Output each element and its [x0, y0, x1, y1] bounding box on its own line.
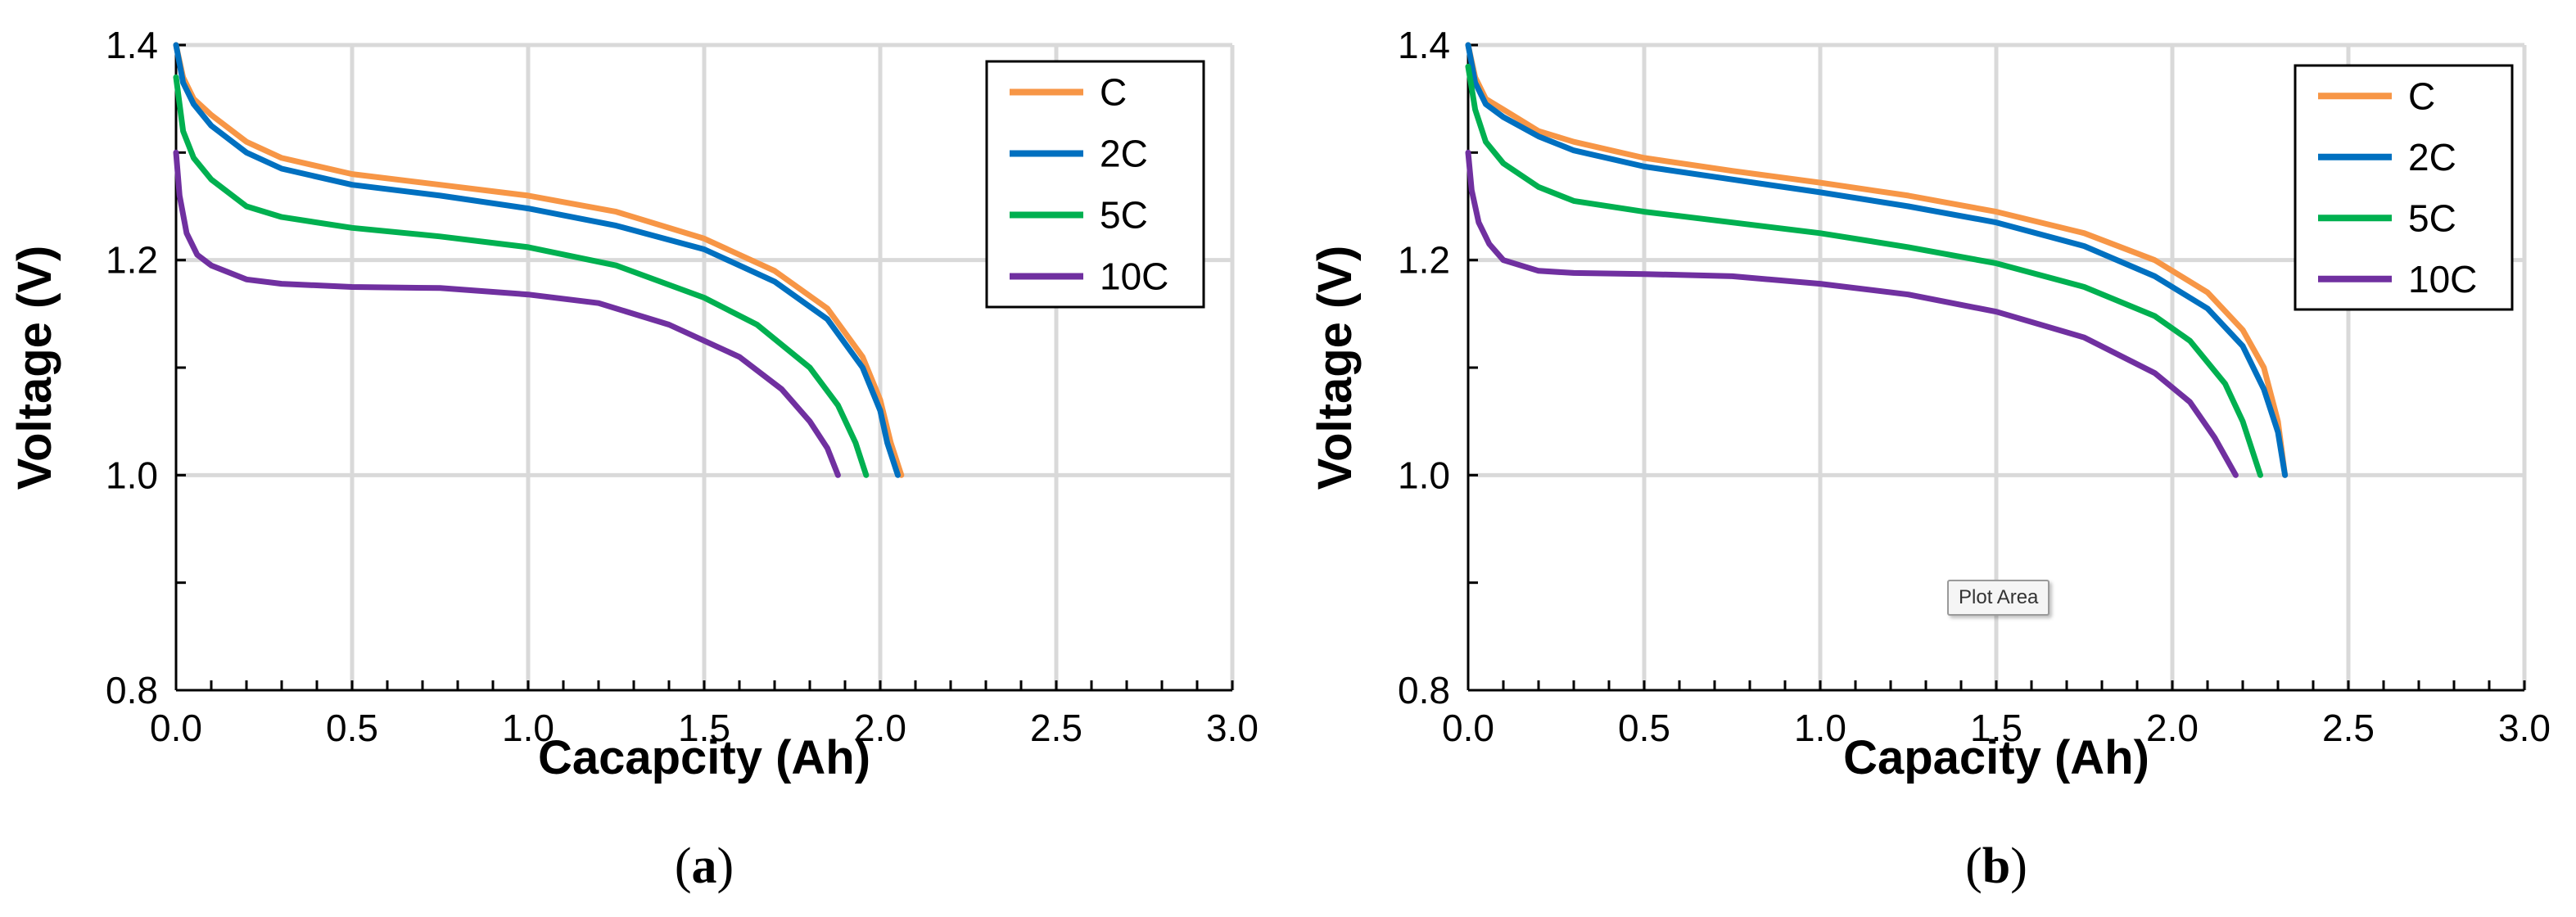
x-axis-title: Cacapcity (Ah)	[538, 731, 870, 784]
x-tick-label: 0.0	[1442, 707, 1494, 749]
series-line-c	[1465, 42, 2289, 478]
y-axis-title: Voltage (V)	[8, 246, 61, 490]
y-tick-label: 1.4	[1398, 24, 1450, 66]
x-tick-label: 0.5	[1618, 707, 1670, 749]
x-tick-label: 1.0	[1794, 707, 1846, 749]
x-tick-label: 1.5	[1970, 707, 2022, 749]
y-tick-label: 1.0	[1398, 454, 1450, 496]
series-line-5c	[1465, 63, 2263, 478]
series-line-2c	[173, 42, 901, 478]
series-line-10c	[1465, 149, 2239, 478]
legend-box	[2294, 64, 2514, 311]
x-tick-label: 1.0	[502, 707, 554, 749]
y-tick-label: 0.8	[1398, 669, 1450, 711]
x-tick-label: 3.0	[2498, 707, 2551, 749]
legend-label-5c: 5C	[2408, 196, 2456, 239]
y-axis-title: Voltage (V)	[1308, 246, 1362, 490]
x-tick-label: 0.5	[326, 707, 378, 749]
plot-area-tooltip: Plot Area	[1947, 580, 2050, 616]
legend-label-2c: 2C	[2408, 136, 2456, 178]
legend-label-5c: 5C	[1100, 194, 1148, 237]
chart-panel-b: 0.0 0.5 1.0 1.5 2.0 2.5 3.0 0.8 1.0 1.2 1.4 Capacit…	[1308, 24, 2551, 894]
y-tick-label: 1.2	[1398, 239, 1450, 282]
panel-label: (b)	[1965, 838, 2027, 894]
y-tick-label: 0.8	[106, 669, 158, 711]
x-tick-label: 0.0	[150, 707, 202, 749]
legend-label-2c: 2C	[1100, 133, 1148, 175]
x-axis-title: Capacity (Ah)	[1843, 731, 2149, 784]
legend-label-c: C	[2408, 75, 2435, 117]
series-line-c	[173, 42, 905, 478]
x-tick-label: 1.5	[678, 707, 730, 749]
x-tick-label: 3.0	[1206, 707, 1259, 749]
y-tick-label: 1.2	[106, 239, 158, 282]
legend-label-c: C	[1100, 71, 1127, 114]
y-tick-label: 1.0	[106, 454, 158, 496]
series-line-2c	[1465, 42, 2289, 478]
x-tick-label: 2.0	[854, 707, 906, 749]
legend: C 2C 5C 10C	[985, 60, 1205, 309]
y-tick-label: 1.4	[106, 24, 158, 66]
legend-label-10c: 10C	[2408, 258, 2477, 300]
x-tick-label: 2.0	[2146, 707, 2199, 749]
legend: C 2C 5C 10C	[2294, 64, 2514, 311]
series-line-10c	[173, 149, 841, 478]
legend-box	[985, 60, 1205, 309]
x-tick-label: 2.5	[2322, 707, 2375, 749]
panel-label: (a)	[675, 838, 734, 894]
legend-label-10c: 10C	[1100, 255, 1168, 298]
x-tick-label: 2.5	[1030, 707, 1082, 749]
chart-panel-a: 0.0 0.5 1.0 1.5 2.0 2.5 3.0 0.8 1.0 1.2 1.4 Cacapci…	[8, 24, 1259, 894]
series-line-5c	[173, 74, 870, 478]
